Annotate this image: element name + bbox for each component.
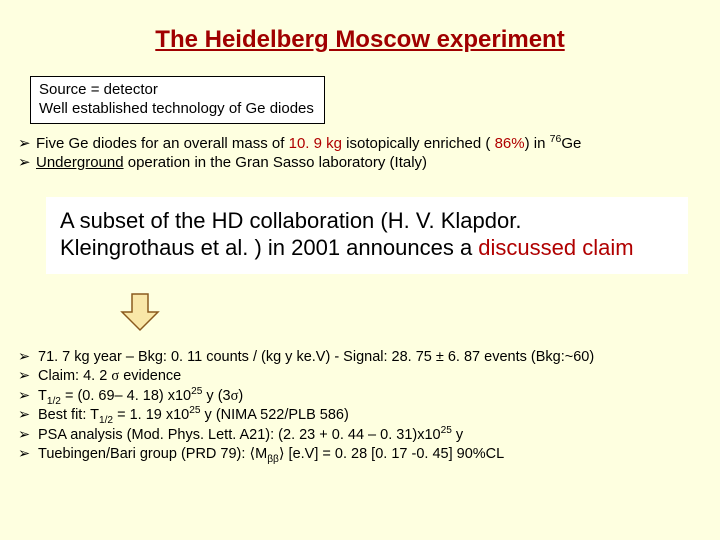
- claim-line-2: Kleingrothaus et al. ) in 2001 announces…: [60, 234, 674, 262]
- bullet-marker-icon: ➢: [18, 426, 38, 446]
- bullet-list-top: ➢ Five Ge diodes for an overall mass of …: [18, 134, 706, 173]
- bullet-row: ➢ Five Ge diodes for an overall mass of …: [18, 134, 706, 154]
- bullet-marker-icon: ➢: [18, 387, 38, 407]
- slide: The Heidelberg Moscow experiment Source …: [0, 0, 720, 540]
- bullet-text: 71. 7 kg year – Bkg: 0. 11 counts / (kg …: [38, 348, 594, 368]
- bullet-list-bottom: ➢ 71. 7 kg year – Bkg: 0. 11 counts / (k…: [18, 348, 706, 465]
- bullet-text: Underground operation in the Gran Sasso …: [36, 153, 427, 173]
- bullet-text: T1/2 = (0. 69– 4. 18) x1025 y (3σ): [38, 387, 243, 407]
- bullet-marker-icon: ➢: [18, 134, 36, 154]
- bullet-row: ➢ Claim: 4. 2 σ evidence: [18, 367, 706, 387]
- bullet-row: ➢ Tuebingen/Bari group (PRD 79): ⟨Mββ⟩ […: [18, 445, 706, 465]
- slide-title: The Heidelberg Moscow experiment: [14, 26, 706, 54]
- down-arrow-icon: [118, 290, 706, 334]
- claim-line-1: A subset of the HD collaboration (H. V. …: [60, 207, 674, 235]
- source-box: Source = detector Well established techn…: [30, 76, 325, 124]
- bullet-row: ➢ PSA analysis (Mod. Phys. Lett. A21): (…: [18, 426, 706, 446]
- source-line-1: Source = detector: [39, 81, 314, 100]
- bullet-row: ➢ T1/2 = (0. 69– 4. 18) x1025 y (3σ): [18, 387, 706, 407]
- bullet-text: Claim: 4. 2 σ evidence: [38, 367, 181, 387]
- bullet-marker-icon: ➢: [18, 367, 38, 387]
- bullet-row: ➢ Underground operation in the Gran Sass…: [18, 153, 706, 173]
- bullet-marker-icon: ➢: [18, 153, 36, 173]
- bullet-marker-icon: ➢: [18, 406, 38, 426]
- bullet-row: ➢ Best fit: T1/2 = 1. 19 x1025 y (NIMA 5…: [18, 406, 706, 426]
- bullet-text: Best fit: T1/2 = 1. 19 x1025 y (NIMA 522…: [38, 406, 349, 426]
- bullet-text: PSA analysis (Mod. Phys. Lett. A21): (2.…: [38, 426, 463, 446]
- bullet-marker-icon: ➢: [18, 348, 38, 368]
- bullet-marker-icon: ➢: [18, 445, 38, 465]
- source-line-2: Well established technology of Ge diodes: [39, 100, 314, 119]
- claim-box: A subset of the HD collaboration (H. V. …: [46, 197, 688, 274]
- bullet-text: Tuebingen/Bari group (PRD 79): ⟨Mββ⟩ [e.…: [38, 445, 504, 465]
- bullet-row: ➢ 71. 7 kg year – Bkg: 0. 11 counts / (k…: [18, 348, 706, 368]
- bullet-text: Five Ge diodes for an overall mass of 10…: [36, 134, 581, 154]
